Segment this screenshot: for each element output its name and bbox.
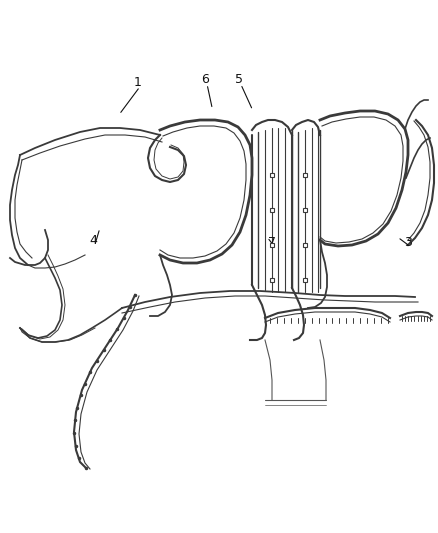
Text: 5: 5: [235, 74, 243, 86]
Text: 3: 3: [404, 236, 412, 249]
Text: 7: 7: [268, 236, 276, 249]
Text: 1: 1: [134, 76, 142, 89]
Text: 4: 4: [89, 235, 97, 247]
Text: 6: 6: [201, 74, 209, 86]
